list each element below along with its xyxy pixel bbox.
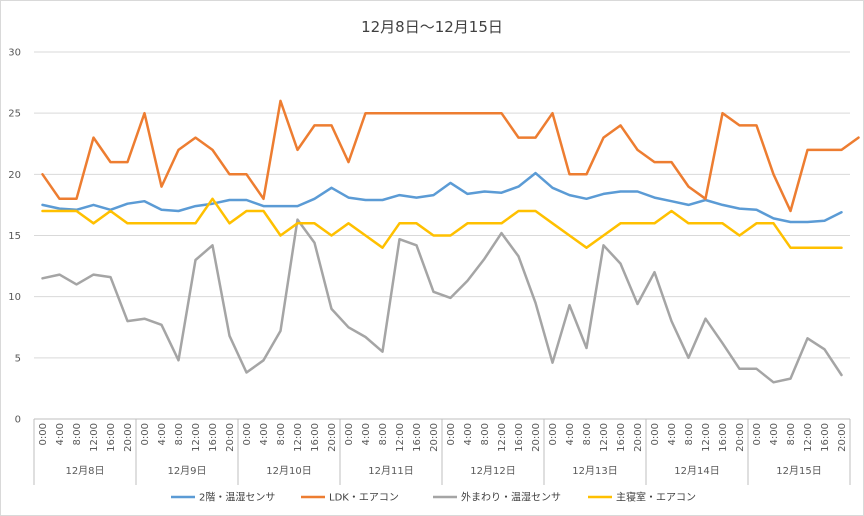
x-tick-label: 12:00 [395,423,406,452]
x-tick-label: 4:00 [259,423,270,445]
y-tick-label: 5 [15,353,21,364]
x-tick-label: 8:00 [480,423,491,445]
x-tick-label: 8:00 [582,423,593,445]
series-line-1 [41,171,843,224]
legend-label: 2階・温湿センサ [199,492,275,504]
x-tick-label: 0:00 [650,423,661,445]
x-tick-label: 0:00 [38,423,49,445]
x-tick-label: 12:00 [293,423,304,452]
legend-label: LDK・エアコン [329,493,399,504]
x-tick-label: 4:00 [463,423,474,445]
y-tick-label: 30 [8,48,21,59]
y-tick-label: 15 [8,231,21,242]
x-tick-label: 8:00 [684,423,695,445]
y-axis: 0 5 10 15 20 25 30 [8,48,21,426]
x-tick-label: 20:00 [531,423,542,452]
x-tick-label: 4:00 [55,423,66,445]
x-tick-label: 4:00 [769,423,780,445]
x-tick-label: 8:00 [276,423,287,445]
x-tick-label: 12:00 [599,423,610,452]
x-tick-label: 8:00 [72,423,83,445]
x-tick-label: 4:00 [361,423,372,445]
x-tick-label: 16:00 [820,423,831,452]
day-label: 12月11日 [368,465,413,477]
x-tick-label: 12:00 [191,423,202,452]
x-tick-label: 16:00 [208,423,219,452]
y-tick-label: 20 [8,170,21,181]
x-axis: 0:00 4:00 8:00 12:00 16:00 20:00 12月8日 0:00 4:00… [33,418,851,485]
y-tick-label: 25 [8,109,21,120]
x-tick-label: 20:00 [225,423,236,452]
series-line-4 [41,197,843,249]
x-tick-label: 0:00 [344,423,355,445]
legend: 2階・温湿センサ LDK・エアコン 外まわり・温湿センサ 主寝室・エアコン [171,491,696,504]
x-tick-label: 20:00 [123,423,134,452]
series-line-2 [41,99,860,213]
day-label: 12月9日 [167,465,206,477]
day-label: 12月8日 [65,465,104,477]
x-tick-label: 12:00 [89,423,100,452]
x-tick-label: 8:00 [786,423,797,445]
x-tick-label: 12:00 [497,423,508,452]
x-tick-label: 20:00 [633,423,644,452]
x-tick-label: 0:00 [140,423,151,445]
chart-title: 12月8日～12月15日 [361,18,503,36]
x-tick-label: 12:00 [803,423,814,452]
x-tick-label: 20:00 [429,423,440,452]
legend-label: 主寝室・エアコン [616,491,696,504]
day-label: 12月12日 [470,465,515,477]
x-tick-label: 0:00 [446,423,457,445]
x-tick-label: 4:00 [565,423,576,445]
day-label: 12月14日 [674,465,719,477]
x-tick-label: 16:00 [310,423,321,452]
x-tick-label: 4:00 [157,423,168,445]
x-tick-label: 20:00 [837,423,848,452]
x-tick-label: 8:00 [378,423,389,445]
x-tick-label: 20:00 [327,423,338,452]
x-tick-label: 16:00 [514,423,525,452]
y-tick-label: 10 [8,292,21,303]
x-tick-label: 0:00 [752,423,763,445]
legend-label: 外まわり・温湿センサ [461,492,561,504]
x-tick-label: 16:00 [616,423,627,452]
day-label: 12月15日 [776,465,821,477]
x-tick-label: 0:00 [242,423,253,445]
x-tick-label: 12:00 [701,423,712,452]
day-label: 12月13日 [572,465,617,477]
x-tick-label: 16:00 [718,423,729,452]
series-line-3 [41,218,843,384]
series-lines [41,99,860,384]
x-tick-label: 16:00 [106,423,117,452]
x-tick-label: 0:00 [548,423,559,445]
y-tick-label: 0 [15,415,21,426]
x-tick-label: 20:00 [735,423,746,452]
x-tick-label: 16:00 [412,423,423,452]
day-label: 12月10日 [266,465,311,477]
x-tick-label: 8:00 [174,423,185,445]
x-tick-label: 4:00 [667,423,678,445]
